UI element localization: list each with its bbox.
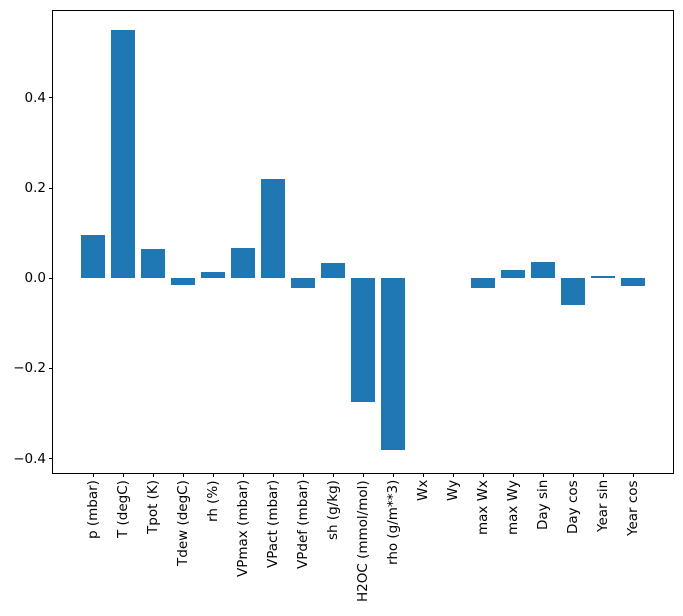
y-tick-label: 0.4	[24, 89, 46, 106]
x-tick-label: VPdef (mbar)	[295, 479, 311, 569]
plot-border	[52, 10, 674, 474]
bar	[111, 30, 135, 279]
y-tick-label: −0.4	[13, 450, 46, 467]
x-tick-mark	[272, 473, 274, 477]
x-tick-label: Tdew (degC)	[175, 480, 191, 566]
bar	[621, 278, 645, 287]
x-tick-label: H2OC (mmol/mol)	[355, 480, 371, 602]
x-tick-label: rh (%)	[205, 480, 221, 522]
x-tick-mark	[542, 473, 544, 477]
x-tick-mark	[332, 473, 334, 477]
x-tick-label: T (degC)	[115, 480, 131, 538]
x-tick-label: VPmax (mbar)	[235, 479, 251, 577]
bar	[501, 270, 525, 279]
x-tick-label: Year cos	[625, 480, 641, 536]
x-tick-mark	[422, 473, 424, 477]
bar	[381, 278, 405, 450]
bar	[561, 278, 585, 305]
x-tick-mark	[242, 473, 244, 477]
x-tick-label: VPact (mbar)	[265, 479, 281, 568]
bar	[531, 262, 555, 279]
x-tick-label: Day sin	[535, 479, 551, 530]
bar	[591, 276, 615, 279]
x-tick-label: sh (g/kg)	[325, 480, 341, 540]
x-tick-label: Wx	[415, 479, 431, 501]
bar	[471, 278, 495, 288]
x-tick-label: Wy	[445, 479, 461, 501]
bar	[81, 235, 105, 279]
bar	[261, 179, 285, 279]
y-tick-label: 0.2	[24, 180, 46, 197]
bar	[291, 278, 315, 288]
bar	[231, 248, 255, 279]
x-tick-mark	[92, 473, 94, 477]
x-tick-mark	[602, 473, 604, 477]
x-tick-mark	[632, 473, 634, 477]
bar	[321, 262, 345, 279]
x-tick-mark	[182, 473, 184, 477]
y-tick-mark	[49, 187, 53, 189]
x-tick-mark	[152, 473, 154, 477]
y-tick-mark	[49, 367, 53, 369]
bar	[351, 278, 375, 402]
x-tick-mark	[392, 473, 394, 477]
bar	[201, 272, 225, 279]
x-tick-label: Year sin	[595, 479, 611, 532]
x-tick-label: p (mbar)	[85, 480, 101, 539]
y-tick-mark	[49, 458, 53, 460]
x-tick-mark	[452, 473, 454, 477]
x-tick-mark	[362, 473, 364, 477]
x-tick-label: Day cos	[565, 480, 581, 534]
x-tick-label: max Wy	[505, 480, 521, 535]
x-tick-mark	[302, 473, 304, 477]
x-tick-label: rho (g/m**3)	[385, 479, 401, 565]
y-tick-mark	[49, 97, 53, 99]
x-tick-mark	[572, 473, 574, 477]
x-tick-mark	[212, 473, 214, 477]
bar	[141, 248, 165, 279]
x-tick-mark	[512, 473, 514, 477]
y-tick-label: −0.2	[13, 360, 46, 377]
x-tick-label: Tpot (K)	[145, 479, 161, 534]
x-tick-mark	[122, 473, 124, 477]
y-tick-mark	[49, 277, 53, 279]
y-tick-label: 0.0	[24, 270, 46, 287]
x-tick-mark	[482, 473, 484, 477]
bar	[171, 278, 195, 286]
x-tick-label: max Wx	[475, 479, 491, 535]
